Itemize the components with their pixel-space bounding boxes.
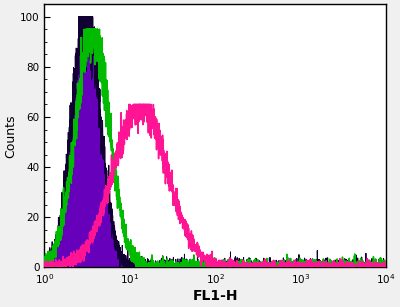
Y-axis label: Counts: Counts <box>4 114 17 157</box>
X-axis label: FL1-H: FL1-H <box>192 289 238 303</box>
